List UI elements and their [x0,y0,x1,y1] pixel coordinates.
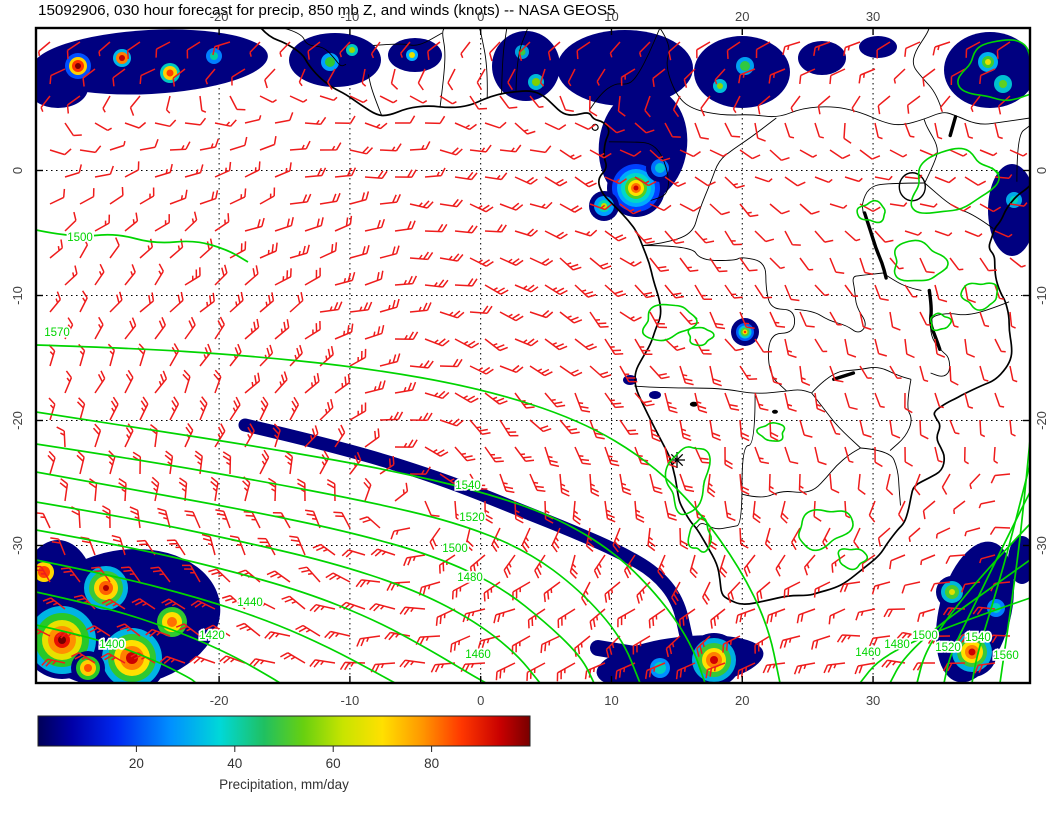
contour-label: 1500 [912,630,938,642]
colorbar-tick-label: 60 [326,756,341,771]
lat-tick-label-right: -30 [1034,536,1049,555]
lake [832,371,856,381]
lat-tick-label-left: 0 [10,167,25,174]
colorbar-tick-label: 40 [227,756,242,771]
lon-tick-label-bottom: -10 [340,693,359,708]
colorbar-group: 20 40 60 80 [37,715,531,771]
lon-tick-label-top: 10 [604,9,618,24]
lat-tick-label-right: -20 [1034,411,1049,430]
contour-label: 1480 [884,639,910,651]
colorbar-label: Precipitation, mm/day [219,777,349,792]
okavango-delta [771,409,778,414]
contour-label: 1400 [99,639,125,651]
colorbar-gradient [37,715,531,747]
lon-tick-label-top: 30 [866,9,880,24]
africa-coastline [260,28,1030,605]
station-marker [670,453,684,467]
contour-label: 1570 [44,327,70,339]
etosha-pan [689,401,698,407]
lon-tick-label-bottom: -20 [210,693,229,708]
contour-label: 1460 [855,647,881,659]
coastline-layer [260,28,1030,605]
contour-label: 1540 [965,632,991,644]
contour-label: 1420 [199,630,225,642]
colorbar-tick-label: 20 [129,756,144,771]
wind-barb-layer [36,41,1028,682]
lat-tick-label-right: -10 [1034,286,1049,305]
lon-tick-label-bottom: 20 [735,693,749,708]
lon-tick-label-top: -20 [210,9,229,24]
lat-tick-label-left: -20 [10,411,25,430]
contour-label: 1560 [993,650,1019,662]
axis-layer: -20 -20 -10 -10 0 0 10 10 20 20 30 30 0 0 -10 -10 -20 -20… [10,9,1049,708]
lon-tick-label-bottom: 0 [477,693,484,708]
lon-tick-label-top: 20 [735,9,749,24]
contour-label: 1520 [935,642,961,654]
contour-label: 1440 [237,597,263,609]
map-layers: 1500157015401520150014801460144014201400… [10,9,1049,771]
lon-tick-label-top: 0 [477,9,484,24]
height-contour-layer: 1500157015401520150014801460144014201400… [36,39,1030,683]
contour-label: 1460 [465,649,491,661]
contour-label: 1500 [67,232,93,244]
contour-label: 1520 [459,512,485,524]
contour-label: 1540 [455,480,481,492]
lat-tick-label-left: -10 [10,286,25,305]
figure-title: 15092906, 030 hour forecast for precip, … [38,2,615,19]
contour-label: 1500 [442,543,468,555]
lon-tick-label-top: -10 [340,9,359,24]
lat-tick-label-right: 0 [1034,167,1049,174]
lon-tick-label-bottom: 10 [604,693,618,708]
lon-tick-label-bottom: 30 [866,693,880,708]
map-frame [34,26,1032,685]
contour-label: 1480 [457,572,483,584]
lat-tick-label-left: -30 [10,536,25,555]
lake [948,115,958,138]
lake [862,211,888,280]
colorbar-tick-label: 80 [424,756,439,771]
